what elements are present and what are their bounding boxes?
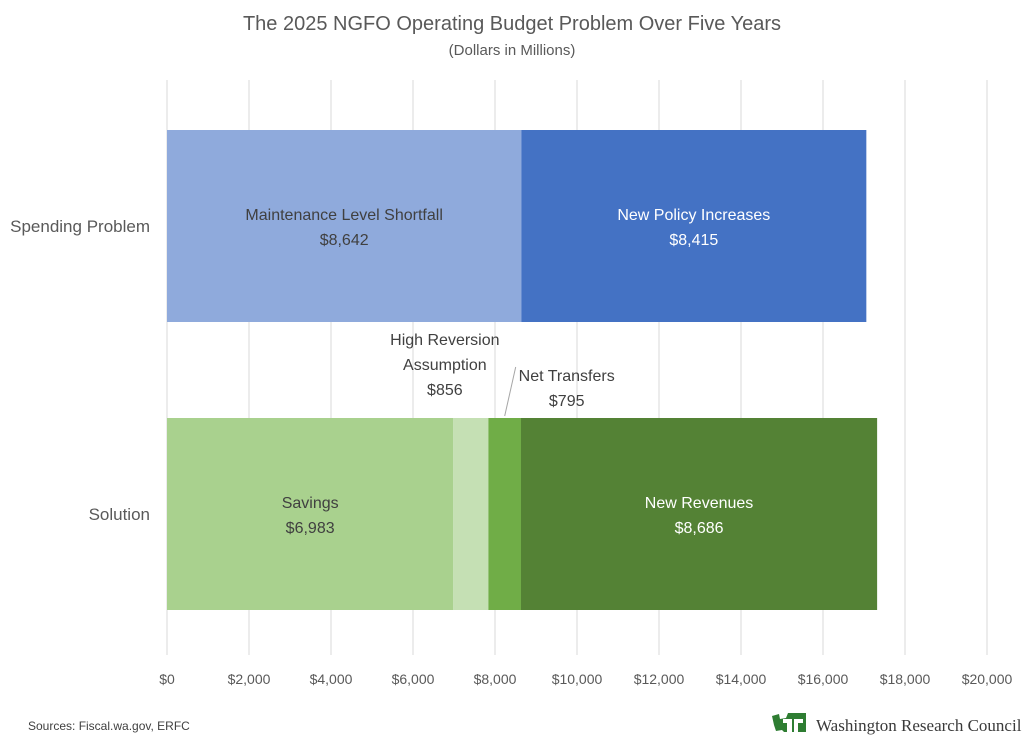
chart-subtitle: (Dollars in Millions) <box>449 42 576 59</box>
x-tick-label: $4,000 <box>310 671 353 687</box>
x-tick-label: $0 <box>159 671 175 687</box>
washington-state-logo-icon <box>772 713 806 740</box>
leader-line <box>504 366 517 417</box>
segment-value-label: $856 <box>427 382 463 399</box>
segment-name-label: Net Transfers <box>519 368 615 385</box>
source-note: Sources: Fiscal.wa.gov, ERFC <box>28 719 190 733</box>
x-tick-label: $16,000 <box>798 671 849 687</box>
segment-value-label: $6,983 <box>286 520 335 537</box>
x-tick-label: $14,000 <box>716 671 767 687</box>
bar-segment-new-policy-increases <box>521 130 867 322</box>
segment-value-label: $8,686 <box>675 520 724 537</box>
y-category-label: Spending Problem <box>10 217 150 236</box>
x-tick-label: $2,000 <box>228 671 271 687</box>
segment-name-label: Maintenance Level Shortfall <box>245 207 442 224</box>
x-tick-label: $20,000 <box>962 671 1013 687</box>
budget-chart: The 2025 NGFO Operating Budget Problem O… <box>10 13 1013 687</box>
segment-name-label: High Reversion Assumption <box>390 332 499 374</box>
brand-logo: Washington Research Council <box>770 710 1021 742</box>
bar-segment-savings <box>167 418 454 610</box>
x-tick-label: $10,000 <box>552 671 603 687</box>
segment-name-label: Savings <box>282 495 339 512</box>
segment-name-label: New Policy Increases <box>617 207 770 224</box>
brand-name: Washington Research Council <box>816 716 1022 735</box>
segment-value-label: $795 <box>549 393 585 410</box>
bar-segment-maintenance-level-shortfall <box>167 130 522 322</box>
bar-segment-net-transfers <box>488 418 521 610</box>
segment-value-label: $8,642 <box>320 232 369 249</box>
x-tick-label: $18,000 <box>880 671 931 687</box>
segment-value-label: $8,415 <box>669 232 718 249</box>
y-category-label: Solution <box>89 505 150 524</box>
x-tick-label: $12,000 <box>634 671 685 687</box>
x-tick-label: $6,000 <box>392 671 435 687</box>
x-tick-label: $8,000 <box>474 671 517 687</box>
bar-segment-high-reversion-assumption <box>453 418 489 610</box>
segment-name-label: New Revenues <box>645 495 754 512</box>
bar-segment-new-revenues <box>520 418 878 610</box>
chart-title: The 2025 NGFO Operating Budget Problem O… <box>243 13 781 35</box>
